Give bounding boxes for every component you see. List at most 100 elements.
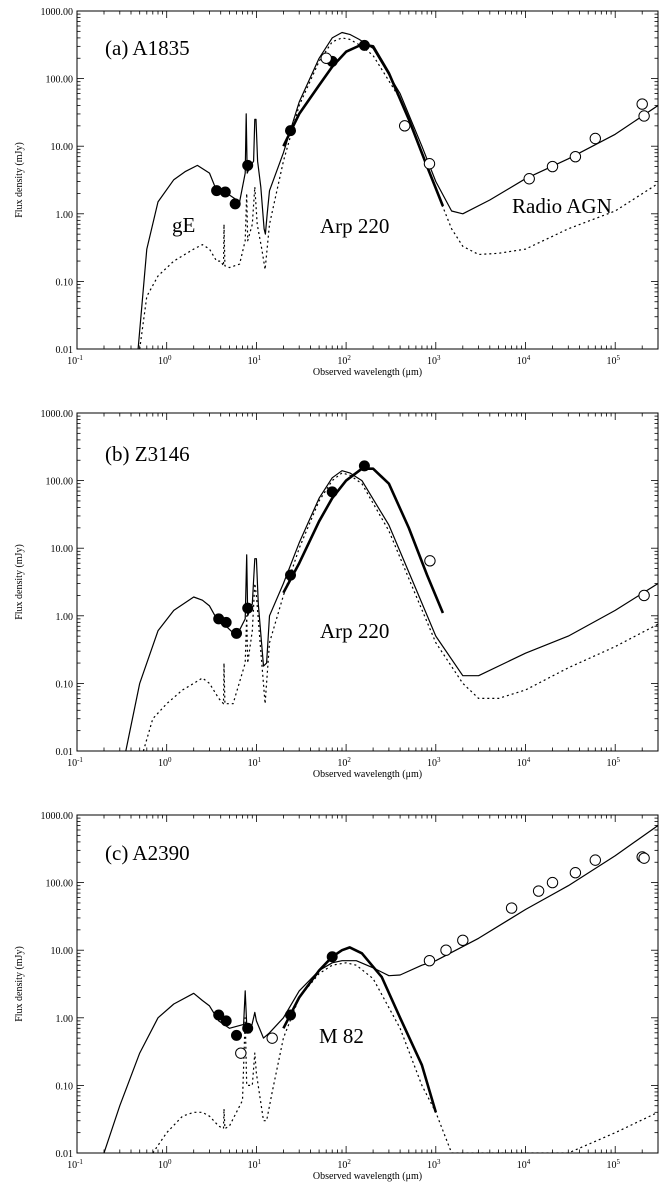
open-marker [638, 110, 650, 122]
panel-2: 10-1 100 101 102 103 104 105 0.01 0.10 1.00 10.00 1… [14, 811, 659, 1182]
series-line-0 [137, 31, 658, 349]
series-line-0 [125, 470, 658, 751]
annotation-label: Radio AGN [512, 194, 612, 218]
filled-marker [229, 198, 241, 210]
open-marker [440, 944, 452, 956]
x-tick-label: 104 [517, 756, 531, 769]
open-marker [532, 885, 545, 897]
panel-title: (b) Z3146 [105, 442, 190, 466]
x-tick-label: 10-1 [67, 354, 83, 367]
open-marker [638, 852, 650, 864]
y-axis-title: Flux density (mJy) [14, 946, 25, 1022]
open-marker [505, 902, 518, 914]
open-marker [266, 1032, 278, 1044]
panel-title: (a) A1835 [105, 36, 190, 60]
x-tick-label: 102 [337, 354, 351, 367]
y-tick-label: 10.00 [51, 946, 74, 957]
filled-marker [231, 1029, 243, 1041]
y-axis-title: Flux density (mJy) [14, 544, 25, 620]
y-tick-label: 0.01 [56, 747, 74, 758]
filled-marker [358, 39, 370, 51]
x-tick-label: 105 [606, 756, 620, 769]
x-axis-title: Observed wavelength (μm) [313, 769, 422, 780]
open-marker [398, 120, 411, 132]
x-axis-title: Observed wavelength (μm) [313, 1171, 422, 1182]
filled-marker [220, 1015, 232, 1027]
x-tick-label: 104 [517, 1158, 531, 1171]
y-tick-label: 1.00 [56, 612, 74, 623]
x-tick-label: 104 [517, 354, 531, 367]
open-marker [423, 954, 436, 967]
filled-marker [242, 1022, 254, 1034]
series-line-2 [152, 962, 658, 1153]
series-line-1 [282, 43, 445, 207]
x-tick-label: 101 [248, 354, 262, 367]
y-tick-label: 1.00 [56, 1014, 74, 1025]
series-line-1 [282, 467, 445, 614]
open-marker [589, 854, 602, 866]
y-tick-label: 10.00 [51, 544, 74, 555]
x-axis-title: Observed wavelength (μm) [313, 367, 422, 378]
x-tick-label: 100 [158, 1158, 172, 1171]
open-marker [569, 150, 582, 163]
open-marker [569, 867, 582, 879]
open-marker [457, 934, 469, 947]
filled-marker [326, 951, 338, 963]
open-marker [424, 555, 436, 567]
series-group [125, 467, 658, 751]
y-tick-label: 1000.00 [41, 7, 74, 18]
open-marker [320, 52, 332, 64]
x-tick-label: 10-1 [67, 756, 83, 769]
panel-title: (c) A2390 [105, 841, 190, 865]
series-line-2 [139, 37, 658, 349]
y-tick-label: 100.00 [46, 879, 74, 890]
x-tick-label: 101 [248, 756, 262, 769]
filled-marker [242, 159, 254, 171]
y-tick-label: 0.10 [56, 679, 74, 690]
filled-marker [213, 1009, 225, 1021]
open-marker [546, 160, 559, 173]
x-tick-label: 100 [158, 756, 172, 769]
open-marker [589, 132, 602, 145]
open-marker [546, 876, 559, 889]
panel-1: 10-1 100 101 102 103 104 105 0.01 0.10 1.00 10.00 1… [14, 409, 659, 780]
filled-marker [326, 486, 338, 498]
open-marker [235, 1047, 247, 1059]
plot-frame [76, 412, 659, 752]
open-marker [636, 98, 648, 110]
x-tick-label: 105 [606, 354, 620, 367]
x-tick-label: 100 [158, 354, 172, 367]
series-line-2 [142, 472, 658, 751]
y-tick-label: 1000.00 [41, 409, 74, 420]
x-tick-label: 102 [337, 1158, 351, 1171]
filled-marker [285, 569, 297, 581]
filled-marker [285, 1009, 297, 1021]
open-marker [523, 173, 535, 185]
filled-marker [219, 186, 231, 198]
filled-marker [242, 602, 254, 614]
y-tick-label: 1000.00 [41, 811, 74, 822]
y-tick-label: 100.00 [46, 477, 74, 488]
plot-frame [76, 814, 659, 1154]
annotation-label: M 82 [319, 1024, 364, 1048]
plot-frame [76, 10, 659, 350]
filled-marker [231, 627, 243, 639]
x-tick-label: 103 [427, 1158, 441, 1171]
y-tick-label: 1.00 [56, 210, 74, 221]
y-tick-label: 100.00 [46, 75, 74, 86]
y-axis-title: Flux density (mJy) [14, 142, 25, 218]
x-tick-label: 10-1 [67, 1158, 83, 1171]
y-tick-label: 0.01 [56, 345, 74, 356]
x-tick-label: 102 [337, 756, 351, 769]
filled-marker [358, 460, 370, 472]
filled-marker [285, 125, 297, 137]
annotation-label: gE [172, 213, 195, 237]
y-tick-label: 10.00 [51, 142, 74, 153]
y-tick-label: 0.10 [56, 1081, 74, 1092]
series-line-1 [282, 946, 438, 1113]
y-tick-label: 0.10 [56, 277, 74, 288]
annotation-label: Arp 220 [320, 619, 389, 643]
x-tick-label: 101 [248, 1158, 262, 1171]
panel-0: 10-1 100 101 102 103 104 105 0.01 0.10 1.00 10.00 1… [14, 7, 659, 378]
